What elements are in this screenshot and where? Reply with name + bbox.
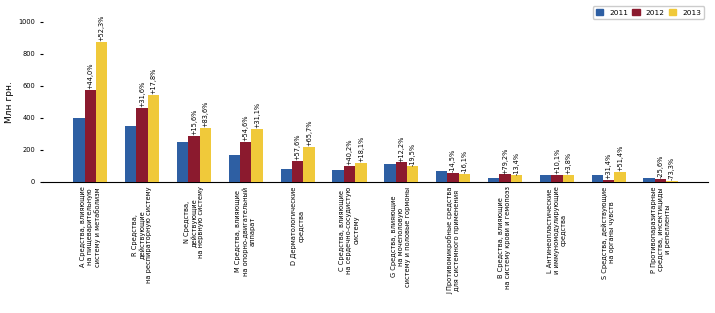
Bar	[303, 147, 315, 182]
Bar	[511, 175, 522, 182]
Text: +10,1%: +10,1%	[554, 148, 560, 174]
Bar	[344, 166, 355, 182]
Bar	[551, 175, 563, 182]
Text: -19,5%: -19,5%	[410, 142, 415, 166]
Bar	[644, 177, 655, 182]
Bar	[603, 180, 614, 182]
Bar	[292, 161, 303, 182]
Text: -14,5%: -14,5%	[450, 149, 456, 172]
Text: +18,1%: +18,1%	[358, 136, 364, 162]
Text: +57,6%: +57,6%	[295, 133, 300, 160]
Bar	[407, 167, 418, 182]
Bar	[332, 170, 344, 182]
Bar	[459, 174, 470, 182]
Bar	[280, 169, 292, 182]
Bar	[614, 172, 626, 182]
Text: +79,2%: +79,2%	[502, 147, 508, 173]
Bar	[666, 181, 678, 182]
Bar	[240, 141, 252, 182]
Text: -25,6%: -25,6%	[658, 155, 664, 178]
Bar	[591, 176, 603, 182]
Text: +52,3%: +52,3%	[99, 15, 104, 41]
Y-axis label: Млн грн.: Млн грн.	[5, 81, 14, 123]
Text: +65,7%: +65,7%	[306, 120, 312, 146]
Bar	[499, 174, 511, 182]
Text: -73,3%: -73,3%	[669, 157, 675, 180]
Bar	[188, 136, 199, 182]
Bar	[540, 176, 551, 182]
Bar	[252, 129, 263, 182]
Text: +31,6%: +31,6%	[139, 81, 145, 107]
Text: +51,4%: +51,4%	[617, 145, 623, 172]
Bar	[436, 171, 448, 182]
Bar	[96, 42, 107, 182]
Bar	[395, 162, 407, 182]
Text: -16,1%: -16,1%	[462, 150, 468, 173]
Bar	[448, 173, 459, 182]
Bar	[199, 128, 211, 182]
Bar	[488, 177, 499, 182]
Text: +3,8%: +3,8%	[566, 151, 571, 174]
Text: +17,8%: +17,8%	[150, 67, 157, 94]
Bar	[125, 126, 137, 182]
Text: +31,1%: +31,1%	[254, 102, 260, 128]
Text: +44,0%: +44,0%	[87, 63, 93, 89]
Text: +31,4%: +31,4%	[606, 152, 611, 179]
Text: +12,2%: +12,2%	[398, 135, 404, 162]
Bar	[177, 141, 188, 182]
Text: +15,6%: +15,6%	[191, 109, 197, 135]
Bar	[655, 179, 666, 182]
Bar	[384, 164, 395, 182]
Text: +40,2%: +40,2%	[347, 139, 352, 165]
Text: +83,6%: +83,6%	[202, 101, 208, 127]
Bar	[148, 95, 159, 182]
Bar	[73, 118, 84, 182]
Bar	[84, 90, 96, 182]
Bar	[229, 155, 240, 182]
Bar	[563, 175, 574, 182]
Legend: 2011, 2012, 2013: 2011, 2012, 2013	[593, 7, 704, 19]
Text: -13,4%: -13,4%	[513, 151, 519, 175]
Bar	[355, 163, 367, 182]
Bar	[137, 108, 148, 182]
Text: +54,6%: +54,6%	[243, 114, 249, 141]
